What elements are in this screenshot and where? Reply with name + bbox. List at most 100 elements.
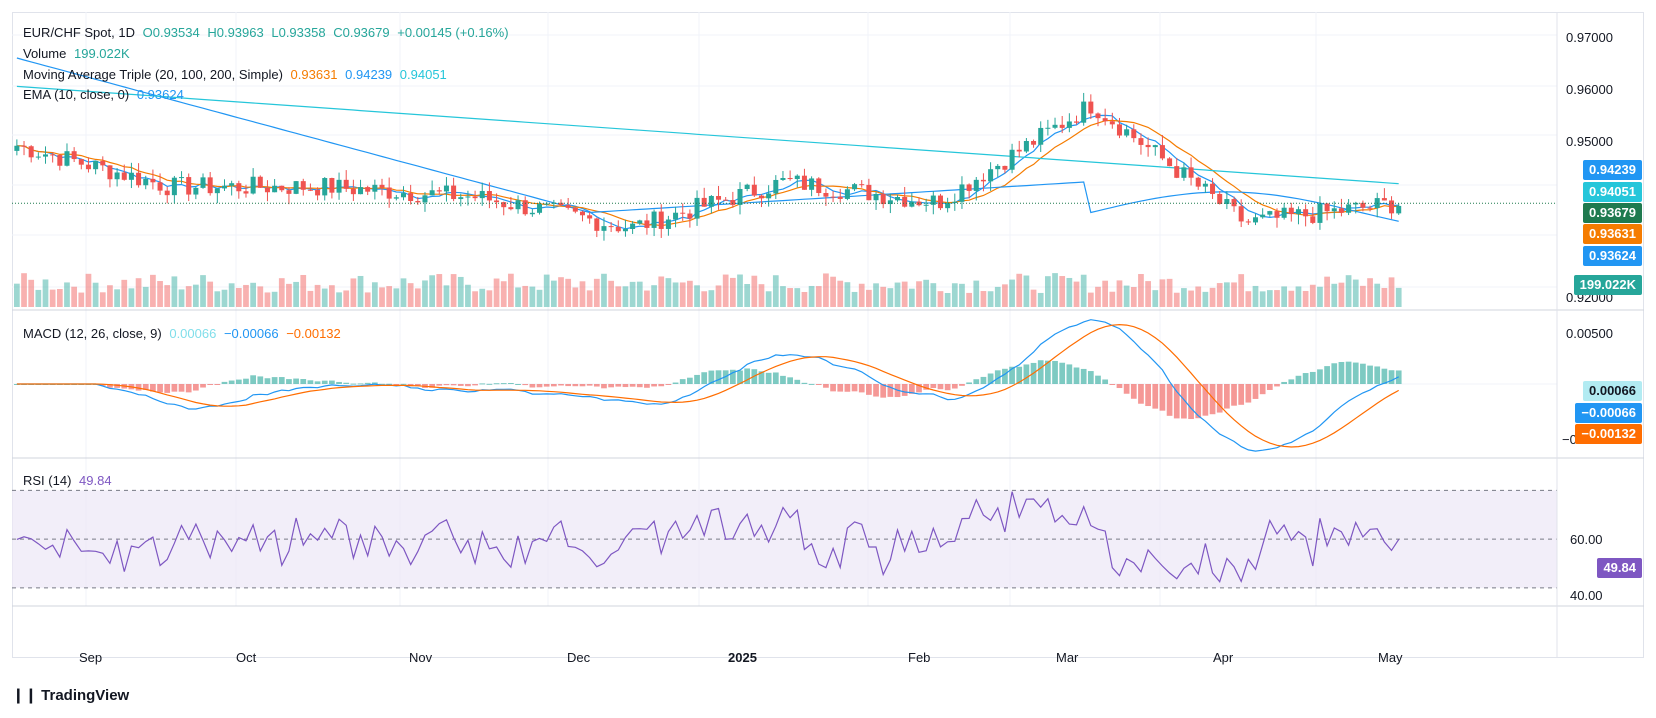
volume-bar xyxy=(228,283,235,307)
macd-hist-bar xyxy=(250,375,257,384)
macd-hist-bar xyxy=(780,375,786,384)
volume-bar xyxy=(823,273,829,307)
volume-bar xyxy=(787,288,793,307)
time-tick: Apr xyxy=(1213,650,1234,665)
macd-hist-bar xyxy=(472,384,478,386)
macd-hist-bar xyxy=(393,384,400,385)
candle-body xyxy=(758,195,764,199)
macd-hist-bar xyxy=(586,384,593,386)
candle-body xyxy=(1389,200,1395,214)
volume-bar xyxy=(1367,278,1373,307)
macd-hist-bar xyxy=(429,384,435,388)
volume-bar xyxy=(1030,289,1037,307)
macd-panel xyxy=(12,319,1557,452)
candle-body xyxy=(651,211,657,228)
candle-body xyxy=(529,212,535,215)
volume-bar xyxy=(794,288,801,307)
volume-bar xyxy=(393,288,400,307)
macd-hist-bar xyxy=(1130,384,1137,399)
volume-bar xyxy=(357,275,364,307)
volume-bar xyxy=(1345,275,1352,307)
candle-body xyxy=(537,204,543,213)
candle-body xyxy=(637,220,643,224)
candle-body xyxy=(544,203,550,205)
candle-body xyxy=(1138,138,1144,145)
macd-hist-bar xyxy=(107,384,113,388)
rsi-band xyxy=(12,489,1557,589)
candle-body xyxy=(522,200,528,215)
volume-bar xyxy=(121,279,128,307)
candle-body xyxy=(887,200,893,205)
candle-body xyxy=(1303,209,1309,217)
candle-body xyxy=(930,195,936,205)
macd-hist-bar xyxy=(150,384,156,392)
volume-label: Volume xyxy=(23,46,67,61)
candle-body xyxy=(1195,177,1201,187)
macd-hist-bar xyxy=(164,384,171,393)
volume-bar xyxy=(128,288,135,307)
tradingview-logo[interactable]: ❙❙ TradingView xyxy=(12,686,129,704)
candle-body xyxy=(1238,206,1244,222)
volume-bar xyxy=(687,280,693,307)
candle-body xyxy=(307,189,313,191)
candle-body xyxy=(157,182,163,191)
candle-body xyxy=(358,187,364,195)
candle-body xyxy=(823,193,829,197)
candle-body xyxy=(257,176,263,188)
rsi-value: 49.84 xyxy=(79,473,112,488)
volume-bar xyxy=(858,283,865,307)
time-tick: Sep xyxy=(79,650,103,665)
macd-hist-bar xyxy=(142,384,149,390)
candle-body xyxy=(852,184,858,190)
candle-body xyxy=(1002,165,1008,170)
volume-bar xyxy=(1331,283,1338,307)
volume-bar xyxy=(694,285,700,307)
volume-bar xyxy=(536,289,543,307)
volume-bar xyxy=(966,292,972,307)
candle-body xyxy=(422,195,428,203)
macd-hist-bar xyxy=(357,383,364,385)
macd-hist-bar xyxy=(192,384,199,391)
volume-bar xyxy=(1338,282,1345,307)
ma20-line xyxy=(16,119,1399,227)
macd-hist-bar xyxy=(1266,384,1273,390)
candle-body xyxy=(114,172,120,180)
ma200-line xyxy=(16,85,1399,185)
volume-bar xyxy=(593,278,600,307)
volume-bar xyxy=(651,285,657,307)
macd-hist-bar xyxy=(1123,384,1130,394)
macd-hist-bar xyxy=(801,382,808,384)
macd-hist-bar xyxy=(171,384,178,392)
candle-body xyxy=(608,226,614,228)
volume-bar xyxy=(873,283,879,307)
volume-bar xyxy=(64,282,70,307)
ma100-value: 0.94239 xyxy=(345,67,393,82)
macd-hist-bar xyxy=(593,384,600,387)
change-value: +0.00145 (+0.16%) xyxy=(397,25,509,40)
macd-hist-bar xyxy=(271,377,278,384)
candle-body xyxy=(630,223,636,229)
candle-body xyxy=(451,185,457,200)
macd-hist-bar xyxy=(207,384,214,385)
volume-bar xyxy=(185,286,192,307)
macd-hist-bar xyxy=(959,384,965,386)
macd-hist-bar xyxy=(901,384,908,396)
macd-hist-bar xyxy=(608,384,614,388)
macd-hist-bar xyxy=(715,370,722,384)
candle-body xyxy=(587,215,593,219)
macd-hist-bar xyxy=(536,384,543,388)
candle-body xyxy=(1310,216,1316,223)
candle-body xyxy=(71,151,77,160)
time-tick: Feb xyxy=(908,650,931,665)
volume-bar xyxy=(658,276,665,307)
macd-hist-bar xyxy=(200,384,206,388)
volume-bar xyxy=(916,281,922,307)
candle-body xyxy=(766,193,772,199)
price-tick: 0.96000 xyxy=(1566,82,1613,97)
candle-body xyxy=(1381,198,1387,201)
candle-body xyxy=(85,164,91,170)
volume-bar xyxy=(1073,281,1080,307)
macd-hist-bar xyxy=(1181,384,1187,419)
macd-hist-bar xyxy=(307,380,314,384)
